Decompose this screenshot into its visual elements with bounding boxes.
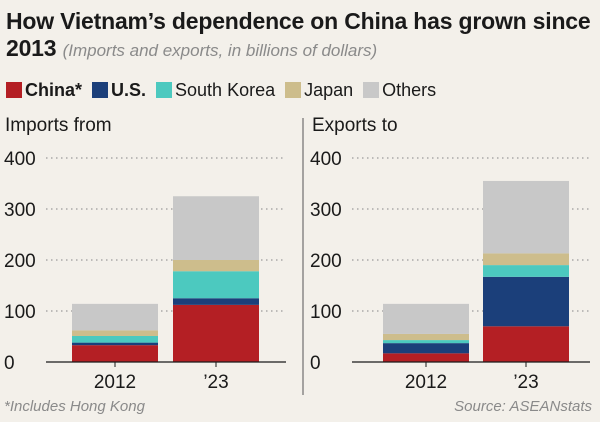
- legend-label-others: Others: [382, 79, 437, 100]
- legend-item-japan: Japan: [285, 80, 353, 101]
- y-tick-label-imports-from: 100: [4, 302, 36, 323]
- legend-item-south-korea: South Korea: [156, 80, 275, 101]
- legend-item-us: U.S.: [92, 80, 146, 101]
- legend-label-south-korea: South Korea: [175, 79, 276, 100]
- y-tick-label-imports-from: 0: [4, 353, 15, 374]
- panel-title-imports-from: Imports from: [5, 115, 112, 136]
- x-tick-label-exports-to: ’23: [513, 372, 538, 393]
- bar-imports-from-23-south-korea: [173, 271, 259, 299]
- y-tick-label-exports-to: 100: [310, 302, 342, 323]
- legend-item-others: Others: [363, 80, 436, 101]
- source-note: Source: ASEANstats: [454, 398, 592, 415]
- legend: China* U.S. South Korea Japan Others: [6, 78, 446, 102]
- legend-label-china: China*: [25, 79, 83, 100]
- footnote: *Includes Hong Kong: [4, 398, 145, 415]
- bar-imports-from-2012-u-s: [72, 342, 158, 346]
- legend-swatch-south-korea: [156, 82, 173, 98]
- y-tick-label-imports-from: 400: [4, 149, 36, 170]
- bar-imports-from-2012-japan: [72, 330, 158, 336]
- bar-imports-from-2012-others: [72, 303, 158, 331]
- y-tick-label-imports-from: 300: [4, 200, 36, 221]
- bar-imports-from-2012-china: [72, 345, 158, 362]
- title-text: How Vietnam’s dependence on China has gr…: [6, 8, 591, 61]
- legend-item-china: China*: [6, 80, 82, 101]
- x-tick-label-exports-to: 2012: [405, 372, 447, 393]
- bar-imports-from-23-u-s: [173, 298, 259, 305]
- x-tick-label-imports-from: 2012: [94, 372, 136, 393]
- legend-label-us: U.S.: [111, 79, 147, 100]
- bar-exports-to-2012-china: [383, 353, 469, 362]
- y-tick-label-imports-from: 200: [4, 251, 36, 272]
- y-tick-label-exports-to: 0: [310, 353, 321, 374]
- y-tick-label-exports-to: 300: [310, 200, 342, 221]
- legend-swatch-china: [6, 82, 22, 98]
- bar-exports-to-23-china: [483, 326, 569, 362]
- bar-exports-to-2012-japan: [383, 333, 469, 341]
- bar-exports-to-23-south-korea: [483, 265, 569, 277]
- bar-exports-to-23-japan: [483, 253, 569, 266]
- legend-swatch-us: [92, 82, 109, 98]
- bar-exports-to-2012-south-korea: [383, 340, 469, 344]
- bar-imports-from-2012-south-korea: [72, 335, 158, 343]
- legend-swatch-others: [363, 82, 380, 98]
- panel-title-exports-to: Exports to: [312, 115, 398, 136]
- bar-exports-to-2012-others: [383, 303, 469, 334]
- chart-subtitle: (Imports and exports, in billions of dol…: [62, 41, 378, 60]
- bar-exports-to-2012-u-s: [383, 343, 469, 354]
- bar-exports-to-23-u-s: [483, 276, 569, 327]
- legend-swatch-japan: [285, 82, 302, 98]
- bar-imports-from-23-china: [173, 304, 259, 362]
- y-tick-label-exports-to: 200: [310, 251, 342, 272]
- bar-exports-to-23-others: [483, 180, 569, 254]
- legend-label-japan: Japan: [304, 79, 354, 100]
- bar-imports-from-23-japan: [173, 260, 259, 272]
- chart-title: How Vietnam’s dependence on China has gr…: [6, 8, 596, 64]
- bar-imports-from-23-others: [173, 196, 259, 260]
- y-tick-label-exports-to: 400: [310, 149, 342, 170]
- x-tick-label-imports-from: ’23: [203, 372, 228, 393]
